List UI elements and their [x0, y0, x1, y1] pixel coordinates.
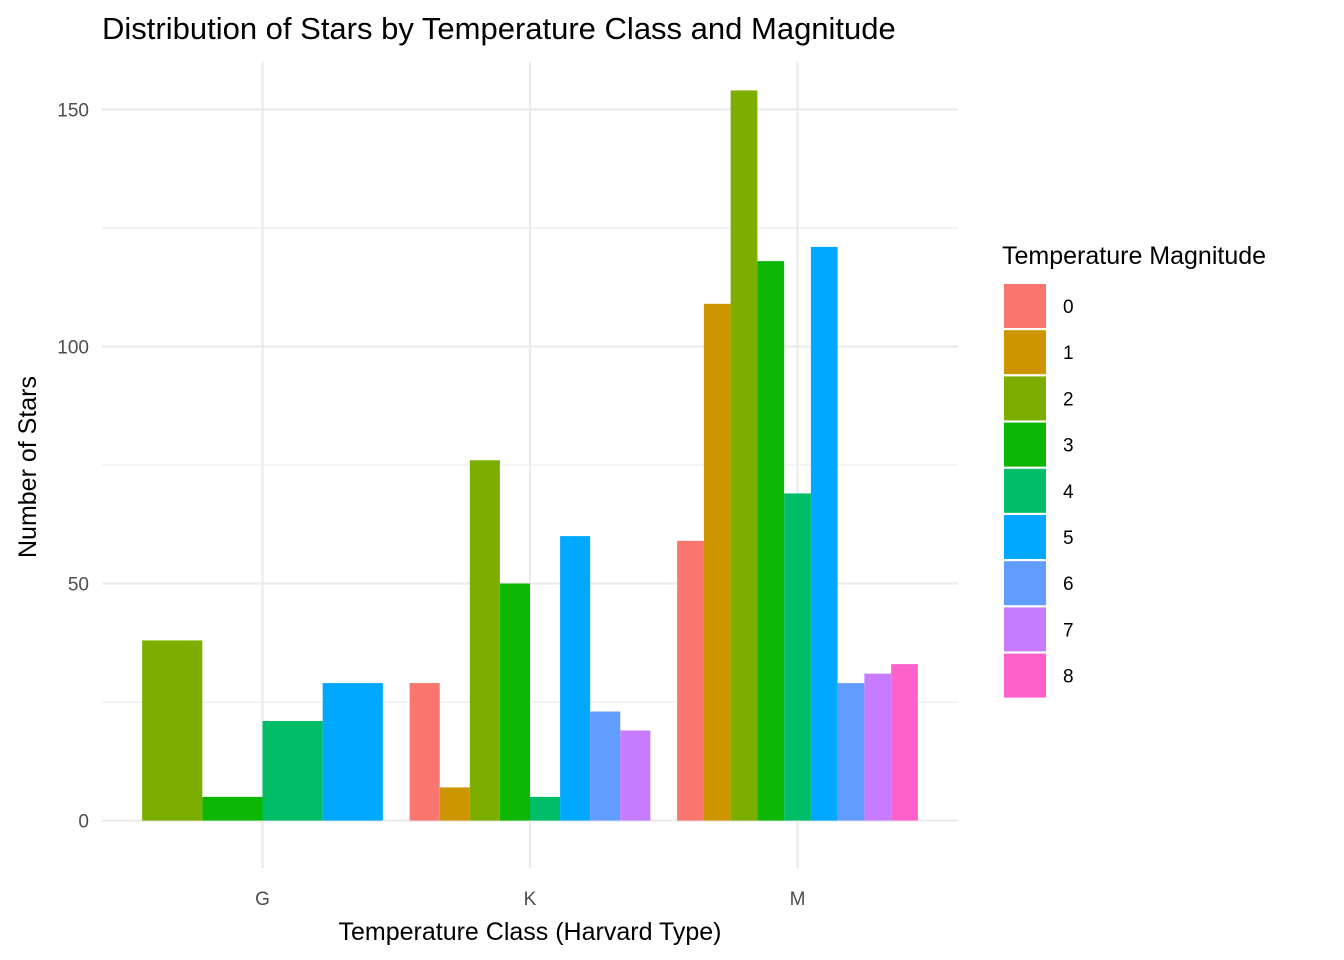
legend-key-0: [1004, 284, 1046, 328]
legend-key-4: [1004, 468, 1046, 513]
y-tick-label: 150: [57, 100, 89, 121]
x-tick-label: K: [524, 889, 537, 910]
bar-M-2: [730, 90, 758, 821]
bar-M-7: [864, 673, 892, 821]
bar-K-1: [439, 787, 470, 821]
bar-G-2: [142, 640, 203, 821]
y-tick-label: 100: [57, 337, 89, 358]
x-tick-label: M: [790, 889, 806, 910]
legend-label-3: 3: [1063, 436, 1074, 457]
bar-K-3: [499, 583, 530, 821]
x-tick-label: G: [255, 889, 270, 910]
x-axis-title: Temperature Class (Harvard Type): [338, 918, 721, 946]
bar-K-2: [469, 460, 500, 821]
bar-K-4: [530, 796, 561, 821]
bars: [142, 90, 918, 821]
bar-K-7: [620, 730, 651, 821]
legend-label-6: 6: [1063, 574, 1074, 595]
bar-M-4: [784, 493, 811, 821]
bar-K-5: [560, 536, 591, 821]
legend-key-3: [1004, 422, 1046, 467]
legend-key-1: [1004, 330, 1046, 375]
legend-key-6: [1004, 561, 1046, 606]
y-tick-label: 0: [78, 812, 89, 833]
bar-M-6: [837, 683, 865, 821]
bar-M-3: [757, 261, 785, 821]
legend-title: Temperature Magnitude: [1002, 242, 1266, 270]
legend-label-2: 2: [1063, 389, 1074, 410]
bar-G-5: [322, 683, 383, 821]
legend-label-1: 1: [1063, 343, 1074, 364]
bar-M-5: [810, 246, 838, 821]
bar-M-1: [703, 303, 731, 821]
y-tick-label: 50: [68, 575, 89, 596]
legend-label-7: 7: [1063, 620, 1074, 641]
legend-label-8: 8: [1063, 667, 1074, 688]
bar-M-8: [891, 664, 918, 821]
legend-label-4: 4: [1063, 482, 1074, 503]
legend-key-5: [1004, 515, 1046, 559]
bar-K-6: [590, 711, 621, 821]
legend-key-7: [1004, 607, 1046, 652]
y-axis-title: Number of Stars: [14, 376, 42, 558]
legend: Temperature Magnitude 0 1 2 3 4 5 6 7 8: [1002, 242, 1266, 698]
legend-key-2: [1004, 376, 1046, 421]
y-axis-ticks: 0 50 100 150: [57, 100, 89, 832]
legend-label-0: 0: [1063, 297, 1074, 318]
bar-G-3: [202, 796, 263, 821]
bar-M-0: [677, 540, 704, 821]
bar-G-4: [262, 721, 323, 821]
legend-label-5: 5: [1063, 528, 1074, 549]
chart-title: Distribution of Stars by Temperature Cla…: [102, 11, 896, 46]
bar-K-0: [409, 683, 440, 821]
legend-key-8: [1004, 653, 1046, 698]
